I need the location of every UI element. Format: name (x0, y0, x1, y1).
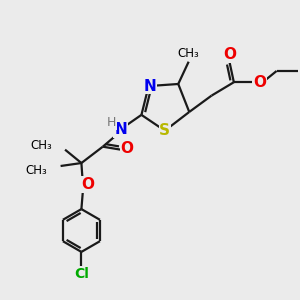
Text: S: S (159, 123, 170, 138)
Text: N: N (144, 79, 157, 94)
Text: H: H (107, 116, 116, 129)
Text: O: O (223, 47, 236, 62)
Text: Cl: Cl (74, 267, 89, 281)
Text: N: N (114, 122, 127, 137)
Text: O: O (82, 177, 95, 192)
Text: CH₃: CH₃ (26, 164, 47, 177)
Text: CH₃: CH₃ (30, 139, 52, 152)
Text: O: O (253, 75, 266, 90)
Text: O: O (121, 141, 134, 156)
Text: CH₃: CH₃ (178, 47, 200, 60)
